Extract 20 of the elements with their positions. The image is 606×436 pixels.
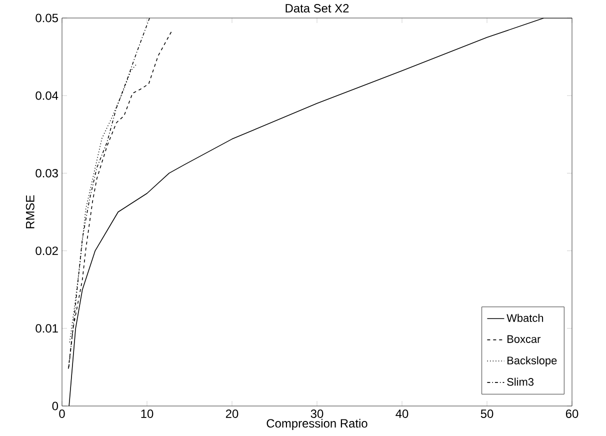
x-tick-label: 50 (480, 410, 494, 418)
x-tick-label: 20 (226, 410, 238, 418)
x-tick-label: 30 (310, 410, 324, 418)
legend-label: Slim3 (507, 378, 534, 386)
y-tick-label: 0.04 (36, 91, 58, 100)
y-tick-label: 0 (52, 402, 58, 410)
y-tick-label: 0.05 (36, 14, 58, 22)
x-tick-label: 40 (396, 410, 408, 418)
x-tick-label: 60 (566, 410, 578, 418)
y-tick-label: 0.02 (36, 246, 58, 256)
y-axis-title: RMSE (26, 195, 34, 228)
legend-label: Backslope (508, 356, 557, 367)
y-tick-label: 0.01 (36, 324, 58, 333)
x-tick-label: 10 (141, 410, 154, 418)
y-tick-label: 0.03 (36, 168, 58, 178)
chart-title: Data Set X2 (286, 4, 349, 12)
legend-label: Wbatch (506, 314, 544, 322)
legend-label: Boxcar (508, 335, 541, 343)
x-tick-label: 0 (59, 410, 65, 418)
x-axis-title: Compression Ratio (266, 418, 368, 430)
